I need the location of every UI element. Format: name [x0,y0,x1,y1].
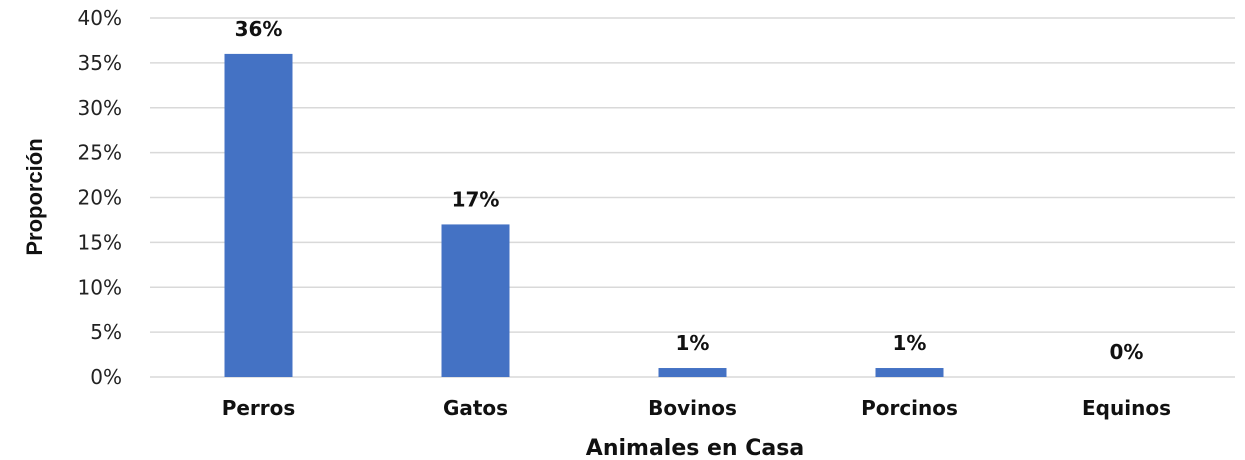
data-label-porcinos: 1% [893,331,927,355]
data-label-gatos: 17% [452,187,500,211]
data-label-equinos: 0% [1110,340,1144,364]
x-tick-label-equinos: Equinos [1082,396,1171,420]
bar-porcinos [875,368,944,377]
y-tick-label: 40% [78,6,122,30]
y-tick-label: 15% [78,230,122,254]
y-tick-label: 30% [78,96,122,120]
x-tick-label-bovinos: Bovinos [648,396,737,420]
y-tick-label: 25% [78,141,122,165]
x-tick-label-perros: Perros [222,396,296,420]
y-tick-label: 35% [78,51,122,75]
bar-bovinos [658,368,727,377]
gridlines [150,17,1235,378]
x-axis-title: Animales en Casa [586,436,804,460]
bars [224,53,944,378]
x-tick-label-porcinos: Porcinos [861,396,958,420]
y-axis-title: Proporción [22,138,47,255]
data-label-bovinos: 1% [676,331,710,355]
y-tick-label: 5% [90,320,122,344]
y-tick-label: 20% [78,186,122,210]
x-axis-categories: Perros Gatos Bovinos Porcinos Equinos [222,396,1171,420]
y-tick-label: 10% [78,275,122,299]
bar-perros [224,53,293,378]
x-tick-label-gatos: Gatos [443,396,508,420]
y-tick-label: 0% [90,365,122,389]
bar-gatos [441,224,510,377]
y-axis-ticks: 0% 5% 10% 15% 20% 25% 30% 35% 40% [78,6,122,389]
data-labels: 36% 17% 1% 1% 0% [235,17,1144,364]
data-label-perros: 36% [235,17,283,41]
